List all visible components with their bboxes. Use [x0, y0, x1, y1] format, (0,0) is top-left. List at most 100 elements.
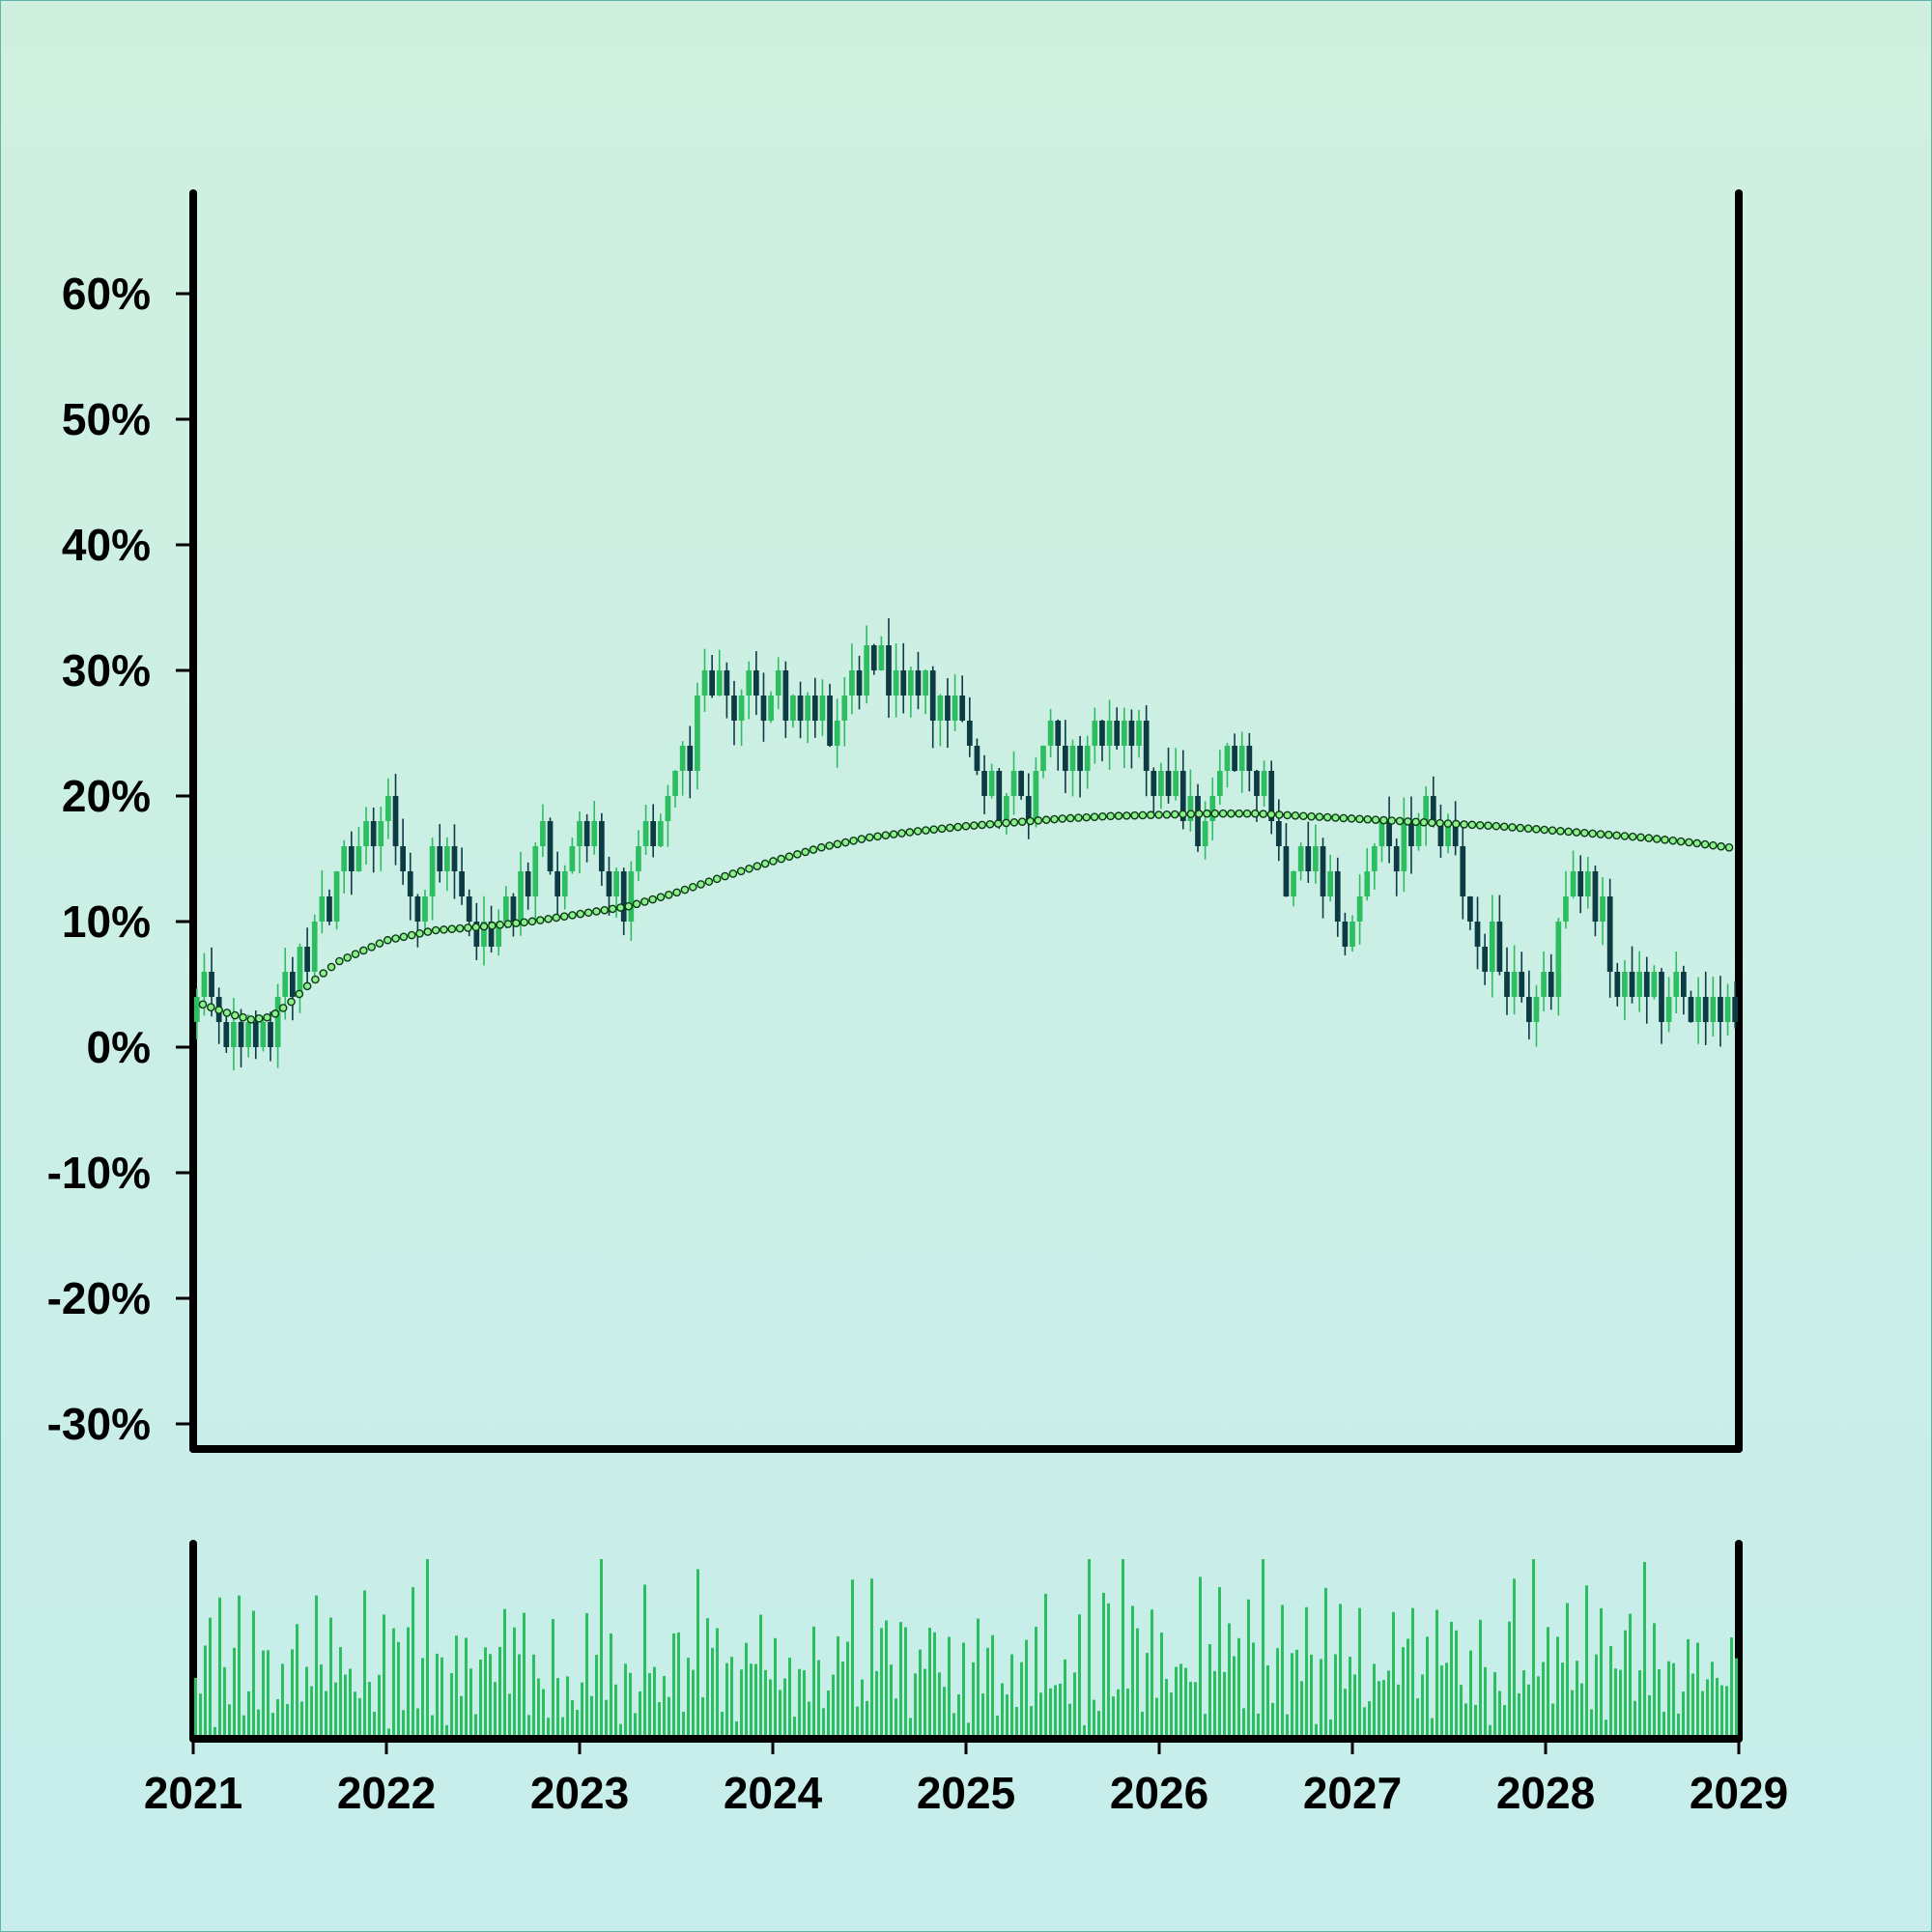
volume-bar	[668, 1696, 670, 1735]
volume-bar	[735, 1720, 738, 1735]
volume-bar	[1667, 1661, 1670, 1735]
volume-bar	[1126, 1689, 1129, 1735]
trend-dot	[1009, 818, 1019, 827]
volume-bar	[1701, 1690, 1704, 1735]
volume-bar	[1262, 1559, 1264, 1735]
volume-bar	[194, 1677, 197, 1735]
volume-bar	[841, 1662, 844, 1735]
volume-bar	[1580, 1683, 1583, 1735]
volume-bar	[1547, 1627, 1549, 1735]
volume-bar	[938, 1672, 941, 1735]
volume-bar	[213, 1726, 216, 1735]
volume-bar	[276, 1699, 279, 1735]
volume-bar	[494, 1682, 497, 1735]
volume-bar	[1532, 1559, 1535, 1735]
candle-body	[209, 972, 214, 997]
volume-bar	[383, 1614, 385, 1735]
candle-body	[466, 896, 472, 922]
volume-bar	[585, 1612, 588, 1735]
volume-bar	[445, 1724, 448, 1735]
volume-bar	[1155, 1697, 1158, 1735]
volume-bar	[1542, 1662, 1545, 1735]
candle-body	[481, 922, 487, 947]
volume-bar	[556, 1678, 559, 1735]
candle-body	[1606, 896, 1613, 972]
volume-bar	[1165, 1678, 1168, 1735]
candle-body	[1423, 796, 1430, 821]
candle-body	[1114, 721, 1121, 746]
volume-bar	[1242, 1708, 1245, 1735]
volume-bar	[310, 1686, 313, 1735]
volume-bar	[1605, 1719, 1607, 1735]
volume-bar	[1049, 1688, 1052, 1735]
trend-dot	[1203, 809, 1211, 818]
trend-dot	[1428, 818, 1436, 827]
volume-bar	[595, 1655, 598, 1735]
trend-dot	[1540, 825, 1549, 835]
volume-bar	[1711, 1662, 1714, 1735]
candle-body	[966, 721, 973, 746]
volume-bar	[329, 1617, 332, 1735]
x-tick-label: 2023	[530, 1768, 629, 1818]
trend-dot	[1395, 816, 1405, 826]
trend-dot	[1492, 821, 1501, 831]
volume-bar	[677, 1632, 680, 1735]
volume-bar	[257, 1709, 260, 1735]
trend-dot	[817, 842, 826, 852]
candle-body	[1283, 846, 1290, 896]
candle-body	[1732, 997, 1739, 1022]
candle-body	[1320, 846, 1326, 896]
volume-bar	[1585, 1585, 1588, 1735]
candle-body	[1445, 821, 1451, 846]
volume-bar	[1329, 1719, 1332, 1735]
trend-dot	[1516, 823, 1525, 833]
candle-body	[327, 896, 332, 922]
trend-dot	[760, 859, 770, 868]
candle-body	[319, 896, 326, 922]
trend-dot	[728, 869, 738, 878]
volume-bar	[972, 1662, 975, 1735]
volume-bar	[991, 1634, 994, 1735]
candle-body	[1401, 821, 1407, 871]
volume-bar	[846, 1641, 849, 1735]
candle-body	[1334, 871, 1341, 922]
trend-dot	[769, 857, 778, 866]
candle-body	[1143, 721, 1150, 771]
volume-bar	[1093, 1699, 1095, 1735]
candle-body	[746, 670, 753, 696]
volume-bar	[1179, 1663, 1182, 1735]
volume-bar	[228, 1704, 231, 1735]
candle-body	[1372, 846, 1378, 871]
candle-body	[488, 922, 495, 947]
trend-dot	[1668, 836, 1678, 845]
trend-dot	[1467, 820, 1477, 830]
volume-bar	[392, 1628, 395, 1735]
volume-bar	[518, 1654, 521, 1735]
candle-body	[878, 645, 885, 670]
volume-bars-group	[194, 1559, 1738, 1735]
trend-dot	[520, 918, 528, 927]
volume-bar	[1281, 1605, 1284, 1735]
trend-dot	[287, 997, 296, 1007]
volume-bar	[300, 1701, 303, 1735]
volume-bar	[1039, 1692, 1042, 1735]
candle-body	[1313, 846, 1319, 871]
trend-dot	[1017, 817, 1027, 826]
candle-body	[945, 696, 951, 721]
volume-bar	[1619, 1669, 1622, 1735]
volume-bar	[870, 1578, 873, 1735]
candle-body	[1724, 997, 1731, 1022]
candle-body	[613, 871, 619, 896]
volume-bar	[1276, 1648, 1279, 1735]
trend-dot	[993, 819, 1003, 828]
volume-bar	[1349, 1657, 1351, 1735]
candle-body	[687, 746, 694, 771]
volume-bar	[605, 1699, 608, 1735]
candle-body	[1474, 922, 1481, 947]
candle-body	[1158, 771, 1164, 796]
candle-body	[709, 670, 715, 696]
axes-group: -30% -20% -10% 0% 10% 20% 30% 40% 50% 60% 2021 2022…	[47, 269, 1789, 1818]
trend-dot	[455, 923, 465, 933]
volume-bar	[885, 1620, 888, 1735]
volume-bar	[1460, 1685, 1463, 1735]
